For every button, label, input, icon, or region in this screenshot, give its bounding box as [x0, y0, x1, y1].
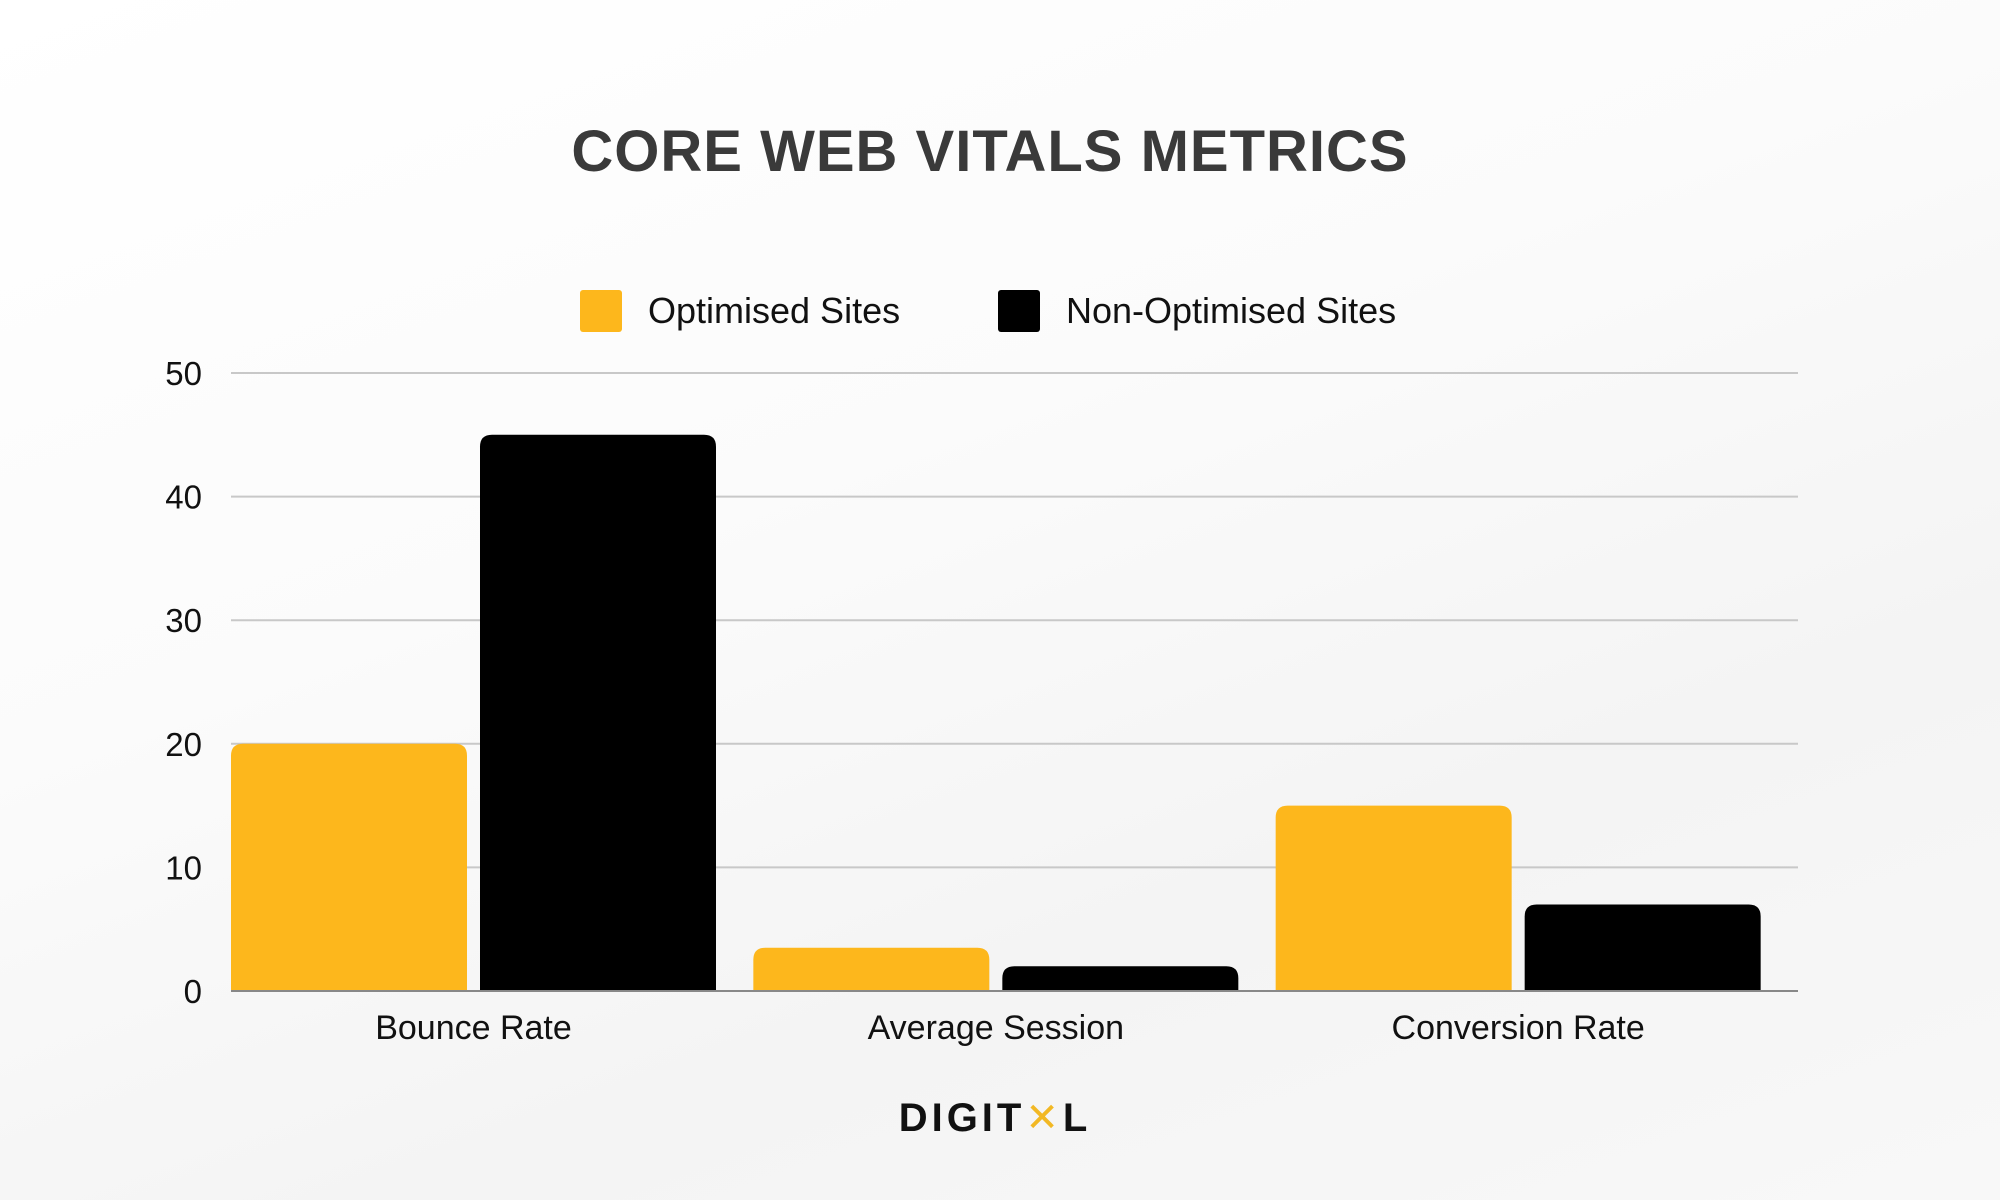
bar-non-optimised: [1002, 966, 1239, 991]
x-category-label: Average Session: [868, 1009, 1124, 1047]
y-tick-label: 40: [165, 479, 202, 516]
y-tick-label: 30: [165, 602, 202, 639]
bar-non-optimised: [480, 434, 716, 991]
chart-title: CORE WEB VITALS METRICS: [571, 119, 1409, 184]
legend-label-non-optimised: Non-Optimised Sites: [1066, 290, 1397, 331]
y-tick-label: 10: [165, 849, 202, 886]
legend-swatch-optimised: [580, 290, 622, 332]
brand-logo: DIGIT✕L: [898, 1096, 1092, 1140]
x-category-label: Bounce Rate: [375, 1009, 572, 1047]
y-tick-label: 20: [165, 726, 202, 763]
y-tick-label: 50: [165, 355, 202, 392]
bar-non-optimised: [1524, 904, 1761, 991]
legend-item-optimised: Optimised Sites: [580, 290, 900, 332]
legend-label-optimised: Optimised Sites: [648, 290, 901, 331]
y-tick-label: 0: [184, 973, 202, 1010]
bar-optimised: [231, 743, 467, 991]
legend-item-non-optimised: Non-Optimised Sites: [998, 290, 1396, 332]
x-category-label: Conversion Rate: [1392, 1009, 1645, 1047]
legend-swatch-non-optimised: [998, 290, 1040, 332]
bar-optimised: [753, 947, 990, 991]
bar-optimised: [1275, 805, 1512, 991]
